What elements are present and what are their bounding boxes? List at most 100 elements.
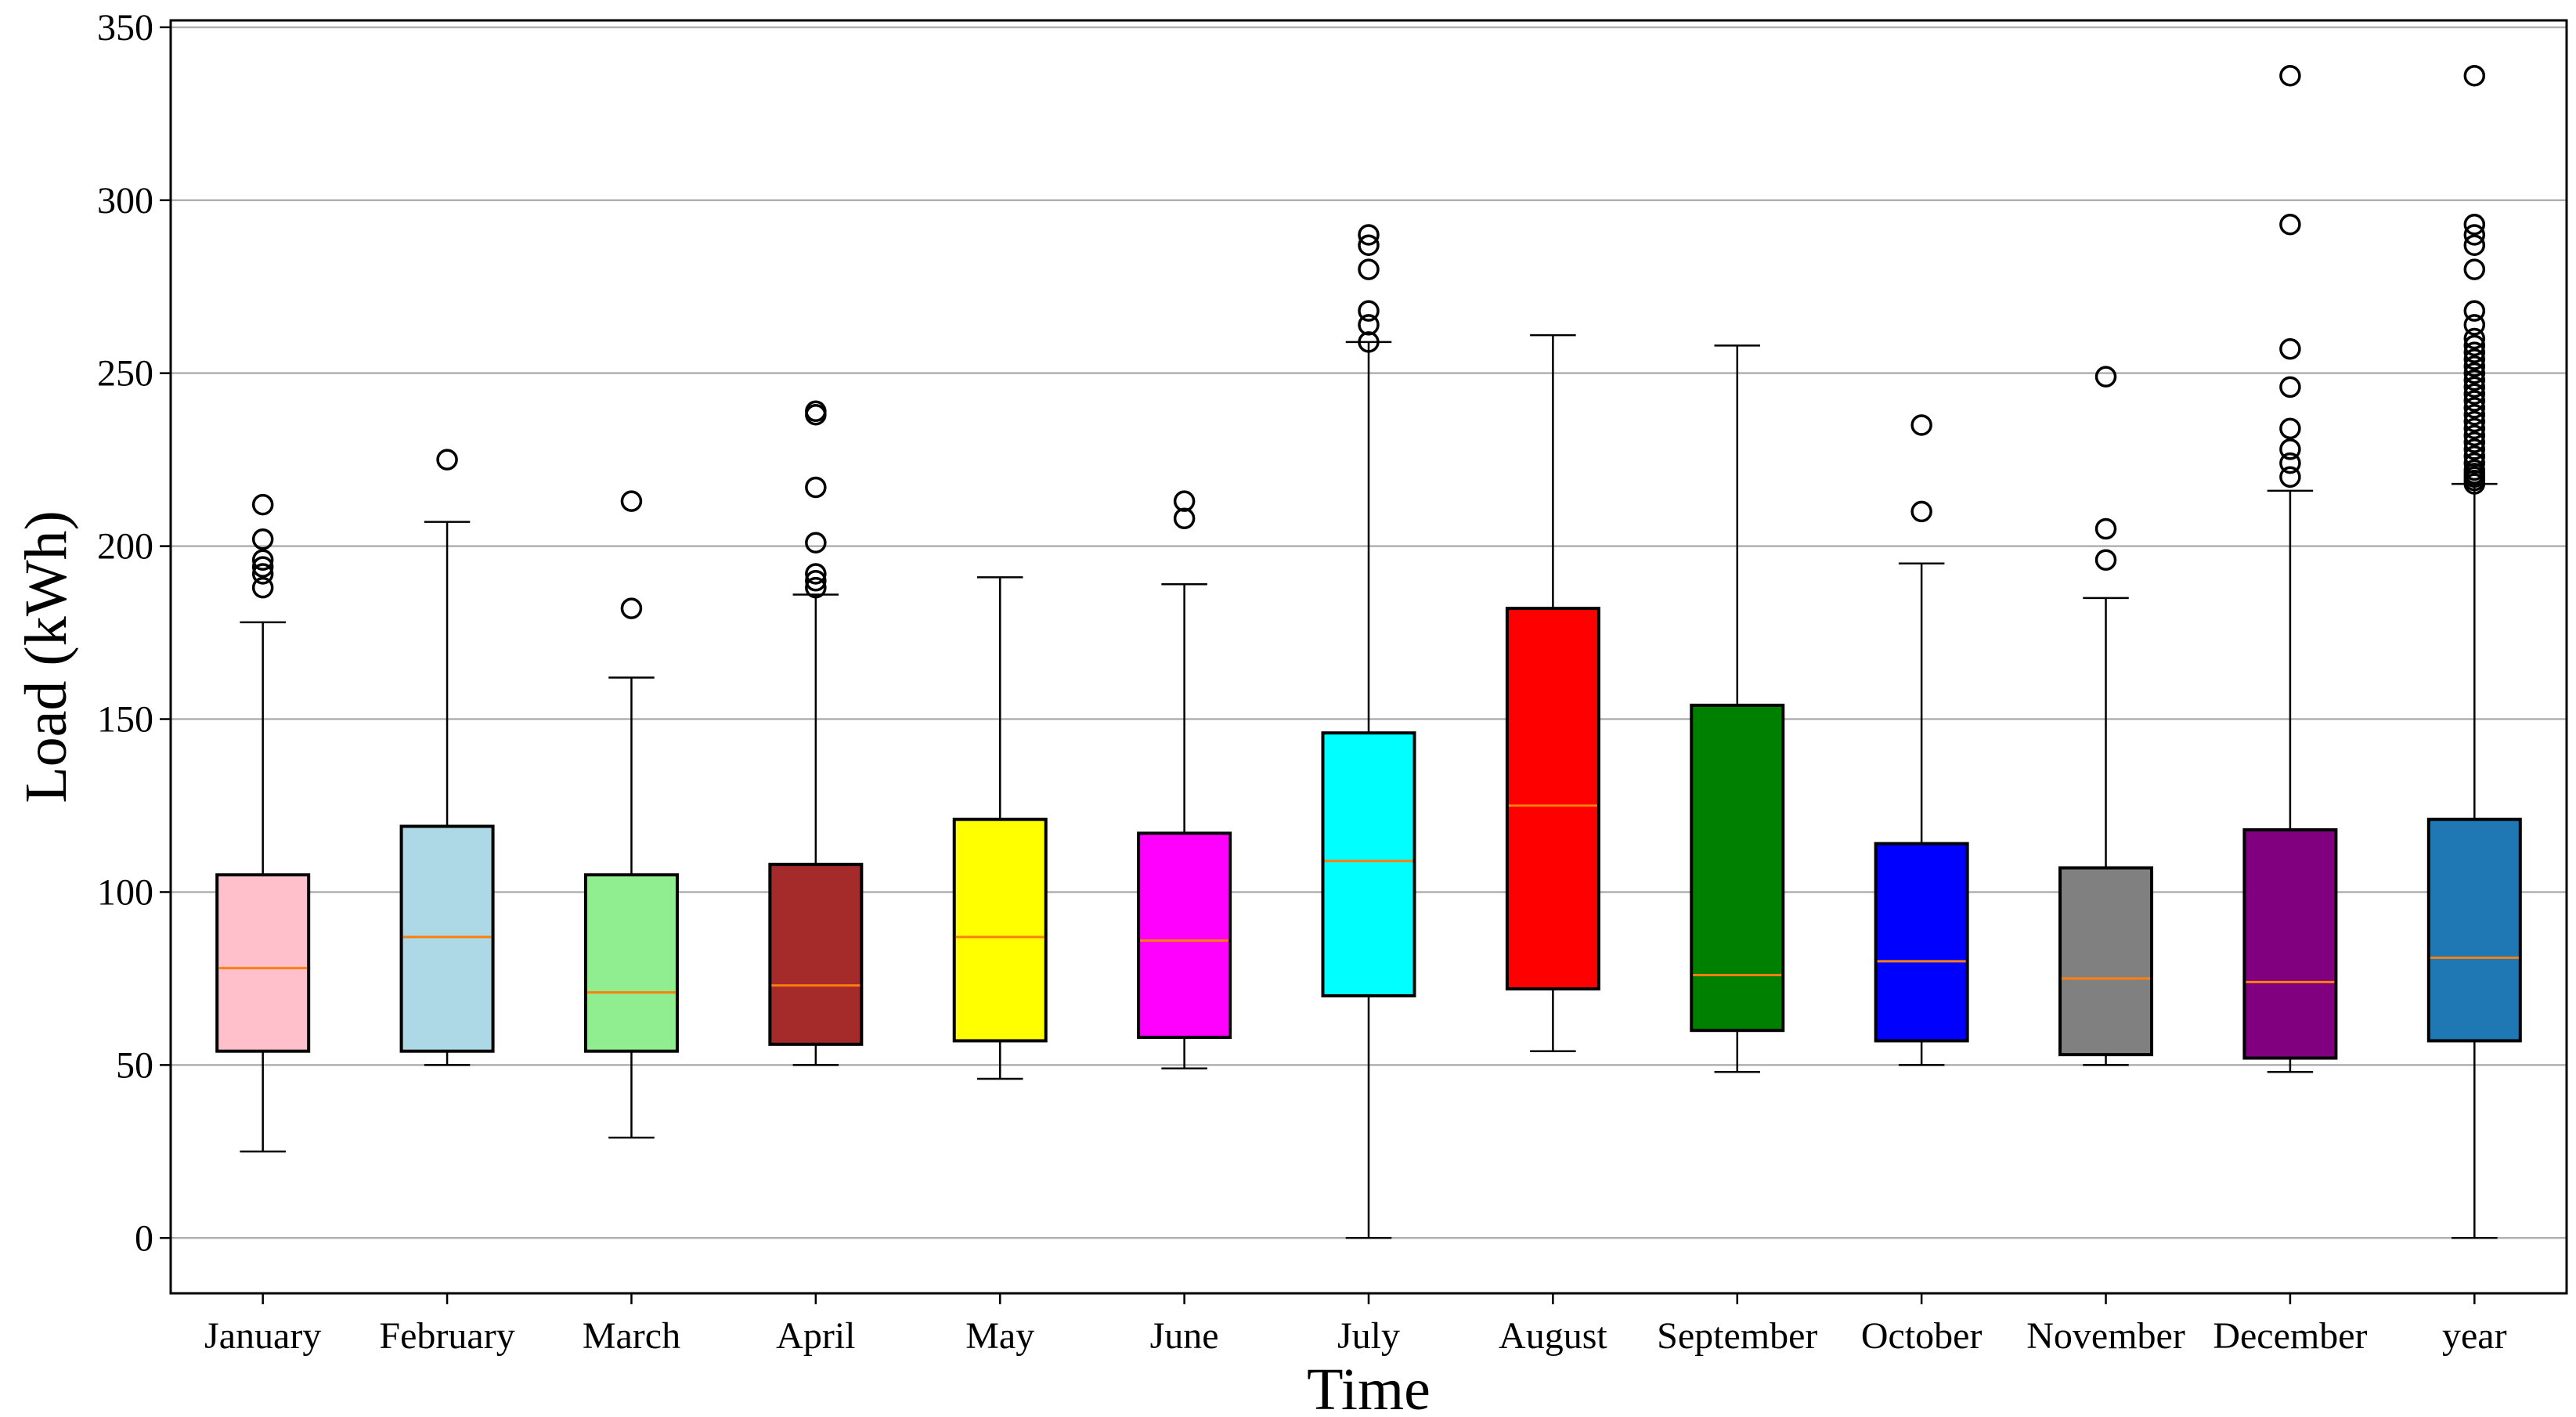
y-axis-title: Load (kWh) bbox=[13, 510, 79, 803]
outlier-january-5 bbox=[251, 493, 274, 516]
outlier-january-2 bbox=[251, 556, 274, 578]
x-tick-label-June: June bbox=[1150, 1315, 1219, 1357]
outlier-november-1 bbox=[2094, 517, 2117, 540]
outlier-december-2 bbox=[2279, 438, 2301, 460]
outlier-july-0 bbox=[1358, 331, 1380, 353]
outlier-july-4 bbox=[1358, 234, 1380, 256]
outlier-year-4 bbox=[2463, 459, 2486, 481]
outlier-year-14 bbox=[2463, 390, 2486, 412]
x-tick-label-March: March bbox=[583, 1315, 680, 1357]
outlier-april-3 bbox=[805, 532, 827, 553]
box-february bbox=[399, 449, 495, 1066]
outlier-year-9 bbox=[2463, 424, 2486, 446]
box-year bbox=[2426, 64, 2522, 1239]
box-body-september bbox=[1690, 703, 1785, 1033]
outlier-year-29 bbox=[2463, 213, 2486, 236]
outlier-january-0 bbox=[251, 576, 274, 599]
outlier-december-3 bbox=[2279, 417, 2301, 440]
outlier-year-26 bbox=[2463, 258, 2486, 280]
outlier-november-2 bbox=[2094, 366, 2117, 388]
outlier-november-0 bbox=[2094, 549, 2117, 571]
x-tick-label-October: October bbox=[1861, 1315, 1983, 1357]
outlier-year-6 bbox=[2463, 445, 2486, 467]
outlier-december-6 bbox=[2279, 213, 2301, 236]
outlier-year-5 bbox=[2463, 452, 2486, 474]
outlier-year-10 bbox=[2463, 417, 2486, 440]
x-tick-label-September: September bbox=[1657, 1315, 1817, 1357]
outlier-october-0 bbox=[1910, 500, 1932, 523]
box-body-october bbox=[1874, 842, 1969, 1043]
box-body-february bbox=[399, 824, 495, 1053]
box-may bbox=[952, 576, 1048, 1080]
boxes-layer bbox=[215, 64, 2522, 1239]
y-tick-label-100: 100 bbox=[97, 871, 153, 913]
outlier-year-7 bbox=[2463, 438, 2486, 460]
outlier-april-6 bbox=[805, 400, 827, 423]
outlier-march-1 bbox=[620, 490, 643, 512]
outlier-year-12 bbox=[2463, 403, 2486, 426]
y-tick-label-0: 0 bbox=[135, 1217, 153, 1259]
box-body-year bbox=[2426, 817, 2522, 1043]
outlier-march-0 bbox=[620, 597, 643, 619]
outlier-year-15 bbox=[2463, 383, 2486, 405]
outlier-year-21 bbox=[2463, 341, 2486, 363]
y-tick-label-300: 300 bbox=[97, 180, 153, 222]
outlier-january-3 bbox=[251, 549, 274, 571]
x-axis: January February March April May June July Augu… bbox=[204, 1293, 2507, 1357]
box-october bbox=[1874, 414, 1969, 1066]
outlier-year-28 bbox=[2463, 224, 2486, 246]
box-body-january bbox=[215, 873, 311, 1053]
box-body-december bbox=[2242, 827, 2338, 1060]
box-november bbox=[2058, 366, 2154, 1066]
outlier-december-0 bbox=[2279, 466, 2301, 488]
x-tick-label-July: July bbox=[1337, 1315, 1400, 1357]
outlier-year-16 bbox=[2463, 376, 2486, 398]
outlier-april-4 bbox=[805, 476, 827, 499]
outlier-july-1 bbox=[1358, 314, 1380, 336]
box-body-april bbox=[768, 863, 864, 1046]
x-tick-label-December: December bbox=[2213, 1315, 2367, 1357]
outlier-year-23 bbox=[2463, 327, 2486, 350]
box-body-november bbox=[2058, 866, 2154, 1057]
y-tick-label-50: 50 bbox=[116, 1044, 153, 1086]
outlier-december-4 bbox=[2279, 376, 2301, 398]
outlier-february-0 bbox=[436, 449, 458, 471]
outlier-year-22 bbox=[2463, 334, 2486, 357]
y-tick-label-350: 350 bbox=[97, 7, 153, 49]
outlier-year-20 bbox=[2463, 348, 2486, 370]
outlier-december-5 bbox=[2279, 338, 2301, 360]
box-body-march bbox=[583, 873, 679, 1053]
box-august bbox=[1505, 334, 1600, 1052]
x-axis-title: Time bbox=[1307, 1357, 1431, 1417]
outlier-june-1 bbox=[1173, 490, 1196, 512]
outlier-year-13 bbox=[2463, 397, 2486, 419]
outlier-year-30 bbox=[2463, 64, 2486, 87]
outlier-year-19 bbox=[2463, 355, 2486, 377]
box-body-june bbox=[1137, 831, 1232, 1040]
outlier-year-17 bbox=[2463, 369, 2486, 391]
y-tick-label-250: 250 bbox=[97, 353, 153, 395]
outlier-year-11 bbox=[2463, 410, 2486, 433]
outlier-april-0 bbox=[805, 576, 827, 599]
x-tick-label-April: April bbox=[776, 1315, 855, 1357]
outlier-july-5 bbox=[1358, 224, 1380, 246]
outlier-october-1 bbox=[1910, 414, 1932, 436]
x-tick-label-August: August bbox=[1499, 1315, 1607, 1357]
outlier-december-7 bbox=[2279, 64, 2301, 87]
y-axis: 0 50 100 150 200 250 300 350 bbox=[97, 7, 171, 1259]
outlier-january-1 bbox=[251, 563, 274, 585]
box-april bbox=[768, 400, 864, 1066]
outlier-year-8 bbox=[2463, 431, 2486, 453]
box-december bbox=[2242, 64, 2338, 1073]
box-body-may bbox=[952, 817, 1048, 1043]
x-tick-label-January: January bbox=[204, 1315, 321, 1357]
box-july bbox=[1321, 224, 1416, 1239]
y-tick-label-200: 200 bbox=[97, 526, 153, 568]
box-june bbox=[1137, 490, 1232, 1070]
outlier-december-1 bbox=[2279, 452, 2301, 474]
outlier-year-24 bbox=[2463, 314, 2486, 336]
box-march bbox=[583, 490, 679, 1139]
outlier-july-3 bbox=[1358, 258, 1380, 280]
